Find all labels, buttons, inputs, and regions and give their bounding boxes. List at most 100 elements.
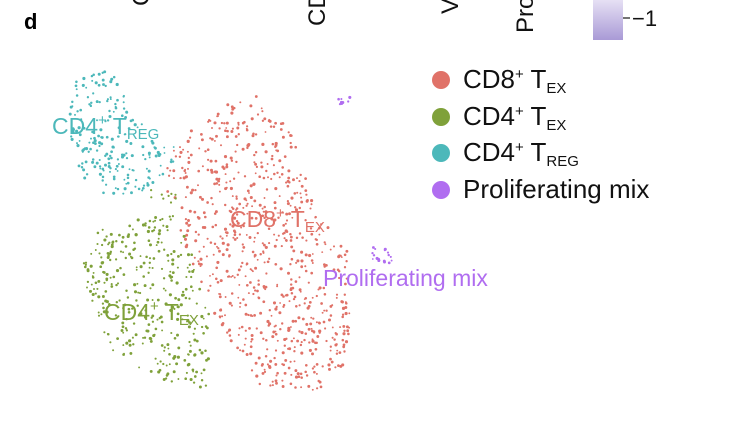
scatter-point <box>188 349 192 353</box>
scatter-point <box>239 349 242 352</box>
scatter-point <box>102 310 106 314</box>
scatter-point <box>206 201 209 204</box>
scatter-point <box>246 202 249 205</box>
scatter-point <box>329 357 332 361</box>
scatter-points <box>68 70 393 391</box>
scatter-point <box>82 262 86 265</box>
scatter-point <box>335 343 338 346</box>
scatter-point <box>149 287 152 290</box>
scatter-point <box>281 351 285 355</box>
scatter-point <box>103 281 106 284</box>
scatter-point <box>261 242 264 245</box>
scatter-point <box>119 266 122 270</box>
scatter-point <box>289 204 292 207</box>
scatter-point <box>253 153 256 157</box>
scatter-point <box>285 219 289 222</box>
scatter-point <box>329 345 332 348</box>
scatter-point <box>387 253 390 257</box>
scatter-point <box>148 156 151 159</box>
scatter-point <box>102 191 105 195</box>
scatter-point <box>158 174 161 177</box>
scatter-point <box>114 314 118 317</box>
scatter-point <box>103 331 106 334</box>
scatter-point <box>254 172 257 175</box>
scatter-point <box>91 158 95 161</box>
scatter-point <box>182 148 185 151</box>
scatter-point <box>245 204 248 207</box>
scatter-point <box>263 261 266 264</box>
scatter-point <box>219 308 223 312</box>
scatter-point <box>105 278 108 282</box>
scatter-point <box>70 135 73 138</box>
scatter-point <box>308 253 312 258</box>
scatter-point <box>270 217 274 221</box>
scatter-point <box>236 143 239 147</box>
scatter-point <box>204 150 207 153</box>
scatter-point <box>108 303 111 306</box>
scatter-point <box>253 240 256 243</box>
scatter-point <box>268 257 271 260</box>
scatter-point <box>85 86 88 89</box>
scatter-point <box>173 336 177 340</box>
scatter-point <box>221 241 225 245</box>
scatter-point <box>251 250 255 254</box>
scatter-point <box>125 139 129 143</box>
scatter-point <box>217 247 220 250</box>
scatter-point <box>250 333 254 338</box>
scatter-point <box>116 158 120 161</box>
scatter-point <box>146 229 150 234</box>
scatter-point <box>200 197 205 201</box>
cluster-label-cd4-treg: CD4+ TREG <box>52 112 159 143</box>
scatter-point <box>170 380 173 383</box>
scatter-point <box>161 217 164 221</box>
scatter-point <box>134 333 138 337</box>
scatter-point <box>264 210 268 214</box>
scatter-point <box>270 177 273 181</box>
scatter-point <box>228 334 232 337</box>
scatter-point <box>82 126 86 130</box>
scatter-point <box>290 339 294 343</box>
scatter-point <box>180 241 183 244</box>
scatter-point <box>253 255 256 258</box>
scatter-point <box>202 245 205 248</box>
scatter-point <box>99 128 103 132</box>
scatter-point <box>209 275 211 277</box>
scatter-point <box>176 266 179 269</box>
scatter-point <box>239 305 241 308</box>
scatter-point <box>80 165 84 169</box>
scatter-point <box>270 314 273 317</box>
scatter-point <box>131 307 134 310</box>
scatter-point <box>315 363 319 366</box>
scatter-point <box>240 325 244 329</box>
scatter-point <box>341 306 346 310</box>
scatter-point <box>75 88 78 91</box>
scatter-point <box>300 265 304 269</box>
scatter-point <box>225 181 228 184</box>
scatter-point <box>188 340 191 344</box>
scatter-point <box>150 316 153 319</box>
scatter-point <box>184 377 188 381</box>
scatter-point <box>216 280 220 284</box>
scatter-point <box>92 92 95 95</box>
scatter-point <box>275 305 278 308</box>
scatter-point <box>236 126 240 130</box>
scatter-point <box>274 262 278 266</box>
scatter-point <box>383 260 386 264</box>
scatter-point <box>179 303 183 307</box>
scatter-point <box>276 283 279 286</box>
scatter-point <box>238 202 242 206</box>
scatter-point <box>244 329 247 332</box>
scatter-point <box>187 160 191 164</box>
scatter-point <box>249 184 253 188</box>
scatter-point <box>315 341 318 345</box>
scatter-point <box>116 98 119 102</box>
scatter-point <box>227 275 231 278</box>
scatter-point <box>228 328 232 332</box>
scatter-point <box>162 362 165 366</box>
scatter-point <box>277 216 280 219</box>
scatter-point <box>265 338 268 342</box>
scatter-point <box>133 290 138 294</box>
scatter-point <box>230 292 234 295</box>
scatter-point <box>237 171 240 174</box>
scatter-point <box>256 231 259 235</box>
